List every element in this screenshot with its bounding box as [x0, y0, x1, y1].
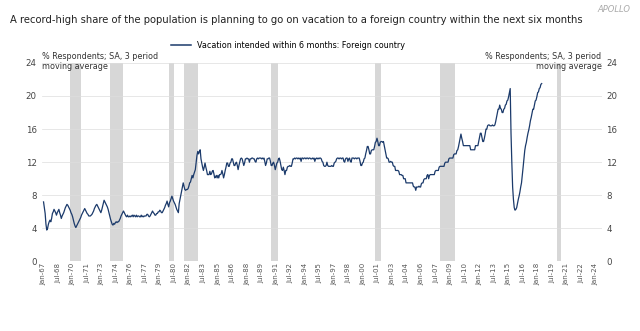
Text: % Respondents; SA, 3 period: % Respondents; SA, 3 period — [42, 52, 157, 61]
Bar — [557, 63, 561, 261]
Bar — [271, 63, 278, 261]
Legend: Vacation intended within 6 months: Foreign country: Vacation intended within 6 months: Forei… — [171, 41, 405, 50]
Text: APOLLO: APOLLO — [597, 5, 630, 14]
Bar — [374, 63, 381, 261]
Bar — [184, 63, 198, 261]
Text: % Respondents; SA, 3 period: % Respondents; SA, 3 period — [486, 52, 602, 61]
Bar — [109, 63, 123, 261]
Bar — [440, 63, 455, 261]
Text: A record-high share of the population is planning to go on vacation to a foreign: A record-high share of the population is… — [10, 15, 582, 25]
Text: moving average: moving average — [536, 62, 602, 71]
Text: moving average: moving average — [42, 62, 108, 71]
Bar — [170, 63, 174, 261]
Bar — [70, 63, 81, 261]
